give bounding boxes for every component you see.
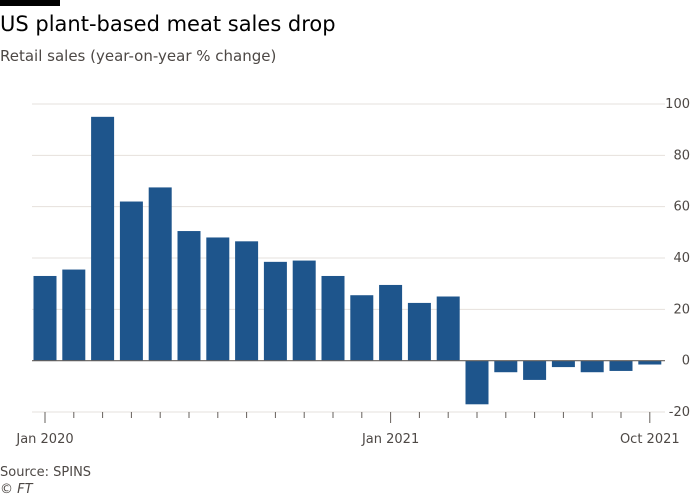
y-tick-label: 40 (673, 251, 690, 266)
ft-top-rule (0, 0, 60, 6)
bar-2020-08 (235, 241, 259, 361)
y-tick-label: -20 (669, 405, 690, 420)
source-note: Source: SPINS (0, 465, 92, 480)
bar-2021-09 (609, 360, 633, 371)
bar-2021-01 (379, 284, 403, 361)
bar-2020-06 (177, 231, 201, 361)
chart-subtitle: Retail sales (year-on-year % change) (0, 47, 277, 65)
y-tick-label: 60 (673, 200, 690, 215)
bar-2021-06 (523, 360, 547, 380)
bar-2021-03 (436, 296, 460, 361)
y-tick-label: 20 (673, 302, 690, 317)
bar-2021-07 (551, 360, 575, 368)
bar-2020-11 (321, 275, 345, 361)
bar-2020-05 (148, 187, 172, 361)
bars (33, 116, 662, 405)
bar-2020-12 (350, 295, 374, 361)
chart-title: US plant-based meat sales drop (0, 12, 336, 36)
bar-2020-02 (62, 269, 86, 361)
bar-2021-02 (407, 302, 431, 361)
bar-2020-04 (119, 201, 143, 361)
bar-2020-03 (91, 116, 115, 361)
bar-2021-04 (465, 360, 489, 405)
bar-2021-10 (638, 360, 662, 365)
ft-credit: © FT (0, 482, 33, 497)
bar-2020-01 (33, 275, 57, 361)
axes: 100 80 60 40 20 0 -20 Jan 2020 Jan 2021 Oct 2021 (15, 97, 690, 447)
bar-2021-08 (580, 360, 604, 373)
bar-2021-05 (494, 360, 518, 373)
bar-2020-10 (292, 260, 316, 361)
bar-2020-07 (206, 237, 230, 361)
x-tick-label: Jan 2021 (361, 432, 419, 447)
x-tick-label: Oct 2021 (620, 432, 680, 447)
y-tick-label: 0 (682, 354, 690, 369)
bar-2020-09 (263, 261, 287, 361)
y-tick-label: 80 (673, 148, 690, 163)
y-tick-label: 100 (665, 97, 690, 112)
x-tick-label: Jan 2020 (15, 432, 73, 447)
